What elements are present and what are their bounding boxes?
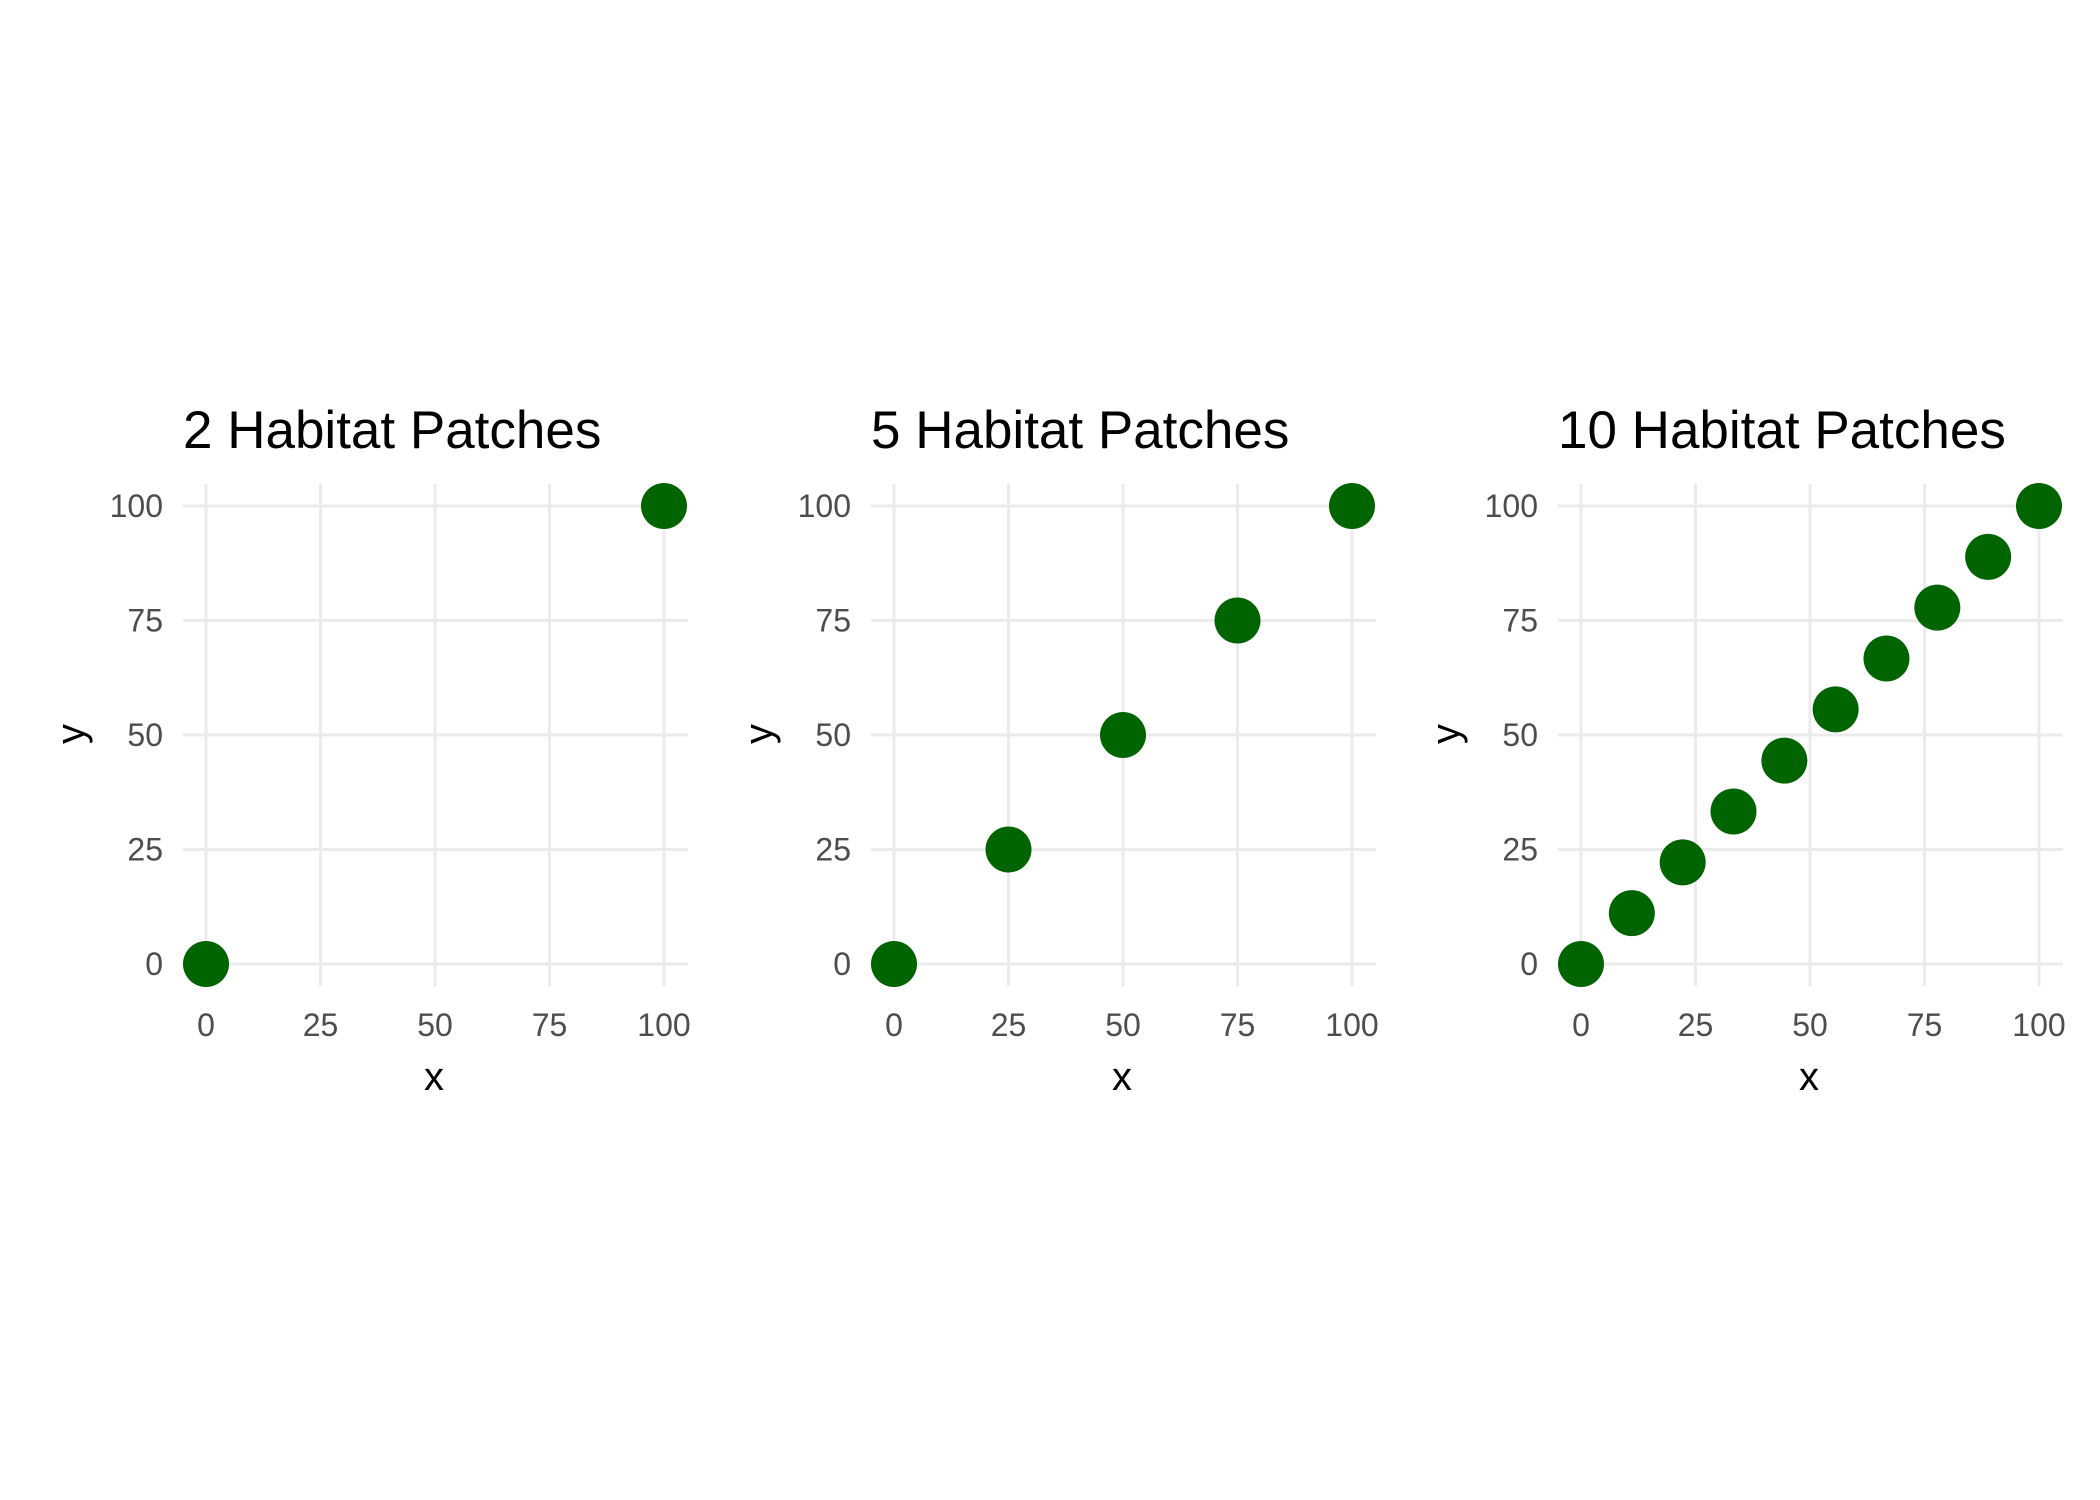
panel-3-grid [1558, 484, 2063, 986]
x-tick-label: 25 [991, 1007, 1027, 1043]
x-tick-label: 50 [417, 1007, 453, 1043]
y-tick-label: 100 [110, 488, 163, 524]
x-tick-label: 75 [1220, 1007, 1256, 1043]
data-point [1812, 686, 1859, 733]
panel-1-points [183, 483, 687, 987]
data-point [1659, 839, 1706, 886]
y-tick-label: 50 [1502, 717, 1538, 753]
y-tick-label: 25 [127, 832, 163, 868]
panel-1-y-axis-title: y [49, 724, 93, 744]
data-point [2016, 483, 2062, 529]
data-point [1608, 890, 1655, 937]
data-point [985, 826, 1032, 873]
x-tick-label: 100 [637, 1007, 690, 1043]
panel-2-y-axis-title: y [737, 724, 781, 744]
x-tick-label: 25 [303, 1007, 339, 1043]
panel-2-x-axis-title: x [1112, 1055, 1132, 1099]
data-point [1710, 788, 1757, 835]
data-point [1761, 737, 1808, 784]
y-tick-label: 50 [127, 717, 163, 753]
y-tick-label: 25 [1502, 832, 1538, 868]
panel-2-x-ticks: 0 25 50 75 100 [885, 1007, 1379, 1043]
panel-3-y-axis-title: y [1424, 724, 1468, 744]
panel-3-title: 10 Habitat Patches [1558, 401, 2006, 460]
x-tick-label: 100 [1325, 1007, 1378, 1043]
y-tick-label: 0 [145, 946, 163, 982]
data-point [1914, 584, 1961, 631]
panel-2-title: 5 Habitat Patches [871, 401, 1289, 460]
x-tick-label: 0 [885, 1007, 903, 1043]
y-tick-label: 100 [798, 488, 851, 524]
x-tick-label: 0 [197, 1007, 215, 1043]
panel-1-title: 2 Habitat Patches [183, 401, 601, 460]
y-tick-label: 0 [1520, 946, 1538, 982]
panel-1-x-axis-title: x [424, 1055, 444, 1099]
data-point [871, 941, 917, 987]
panel-3: 0 25 50 75 100 0 25 50 75 100 10 Habitat Patches… [1424, 401, 2066, 1099]
y-tick-label: 25 [815, 832, 851, 868]
x-tick-label: 0 [1572, 1007, 1590, 1043]
data-point [1100, 712, 1146, 758]
y-tick-label: 0 [833, 946, 851, 982]
x-tick-label: 75 [1907, 1007, 1943, 1043]
panel-3-y-ticks: 0 25 50 75 100 [1485, 488, 1538, 982]
x-tick-label: 50 [1105, 1007, 1141, 1043]
x-tick-label: 50 [1792, 1007, 1828, 1043]
panel-2-y-ticks: 0 25 50 75 100 [798, 488, 851, 982]
y-tick-label: 75 [127, 603, 163, 639]
data-point [1329, 483, 1375, 529]
y-tick-label: 75 [815, 603, 851, 639]
data-point [1965, 533, 2012, 580]
x-tick-label: 75 [532, 1007, 568, 1043]
y-tick-label: 100 [1485, 488, 1538, 524]
x-tick-label: 100 [2012, 1007, 2065, 1043]
data-point [1214, 597, 1261, 644]
panel-3-x-axis-title: x [1799, 1055, 1819, 1099]
y-tick-label: 50 [815, 717, 851, 753]
data-point [1863, 635, 1910, 682]
panel-3-points [1558, 483, 2062, 987]
panel-1-x-ticks: 0 25 50 75 100 [197, 1007, 691, 1043]
data-point [641, 483, 687, 529]
data-point [1558, 941, 1604, 987]
panel-1-y-ticks: 0 25 50 75 100 [110, 488, 163, 982]
y-tick-label: 75 [1502, 603, 1538, 639]
data-point [183, 941, 229, 987]
panel-3-x-ticks: 0 25 50 75 100 [1572, 1007, 2066, 1043]
panel-2-points [871, 483, 1375, 987]
x-tick-label: 25 [1678, 1007, 1714, 1043]
panel-1-grid [183, 484, 688, 986]
